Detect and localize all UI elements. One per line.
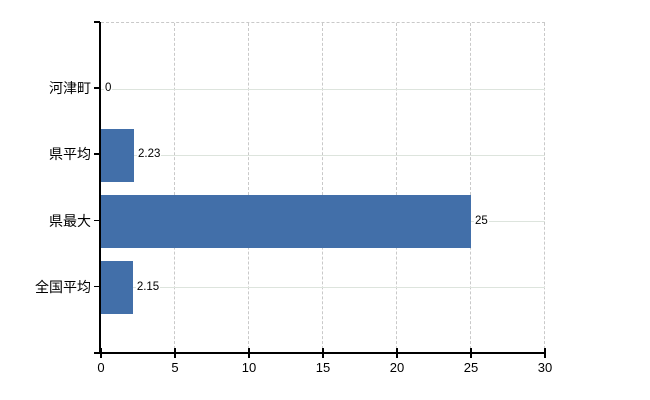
plot-area: 0 2.23 25 2.15: [101, 22, 545, 354]
y-axis-end-tick: [94, 21, 100, 23]
category-label-全国平均: 全国平均: [35, 278, 91, 295]
bar-県最大: [101, 195, 471, 249]
category-label-県平均: 県平均: [49, 146, 91, 163]
y-axis-tick: [94, 285, 100, 288]
x-axis-tick: [396, 348, 398, 358]
x-axis-tick: [322, 348, 324, 358]
x-axis-tick-label: 30: [537, 360, 553, 375]
vertical-gridline: [174, 23, 175, 354]
x-axis-tick-label: 10: [241, 360, 257, 375]
category-label-河津町: 河津町: [49, 80, 91, 97]
bar-value-label: 2.15: [135, 279, 161, 295]
vertical-gridline: [544, 23, 545, 354]
vertical-gridline: [396, 23, 397, 354]
bar-value-label: 0: [104, 81, 113, 97]
y-axis-line: [99, 22, 101, 354]
y-axis-end-tick: [94, 352, 100, 354]
x-axis-tick: [100, 348, 102, 358]
horizontal-gridline: [101, 88, 545, 90]
x-axis-tick-label: 15: [315, 360, 331, 375]
x-axis-tick-label: 20: [389, 360, 405, 375]
x-axis-tick: [174, 348, 176, 358]
vertical-gridline: [322, 23, 323, 354]
y-axis-tick: [94, 219, 100, 222]
x-axis-tick: [544, 348, 546, 358]
category-label-県最大: 県最大: [49, 212, 91, 229]
bar-value-label: 25: [474, 213, 489, 229]
bar-県平均: [101, 128, 134, 182]
bar-value-label: 2.23: [137, 147, 162, 163]
horizontal-gridline: [101, 154, 545, 156]
x-axis-tick-label: 5: [171, 360, 179, 375]
vertical-gridline: [470, 23, 471, 354]
horizontal-gridline: [101, 287, 545, 289]
bar-全国平均: [101, 261, 133, 315]
x-axis-tick-label: 25: [463, 360, 479, 375]
y-axis-tick: [94, 87, 100, 89]
x-axis-tick: [248, 348, 250, 358]
vertical-gridline: [248, 23, 249, 354]
y-axis-tick: [94, 153, 100, 155]
x-axis-tick-label: 0: [97, 360, 105, 375]
x-axis-tick: [470, 348, 472, 358]
